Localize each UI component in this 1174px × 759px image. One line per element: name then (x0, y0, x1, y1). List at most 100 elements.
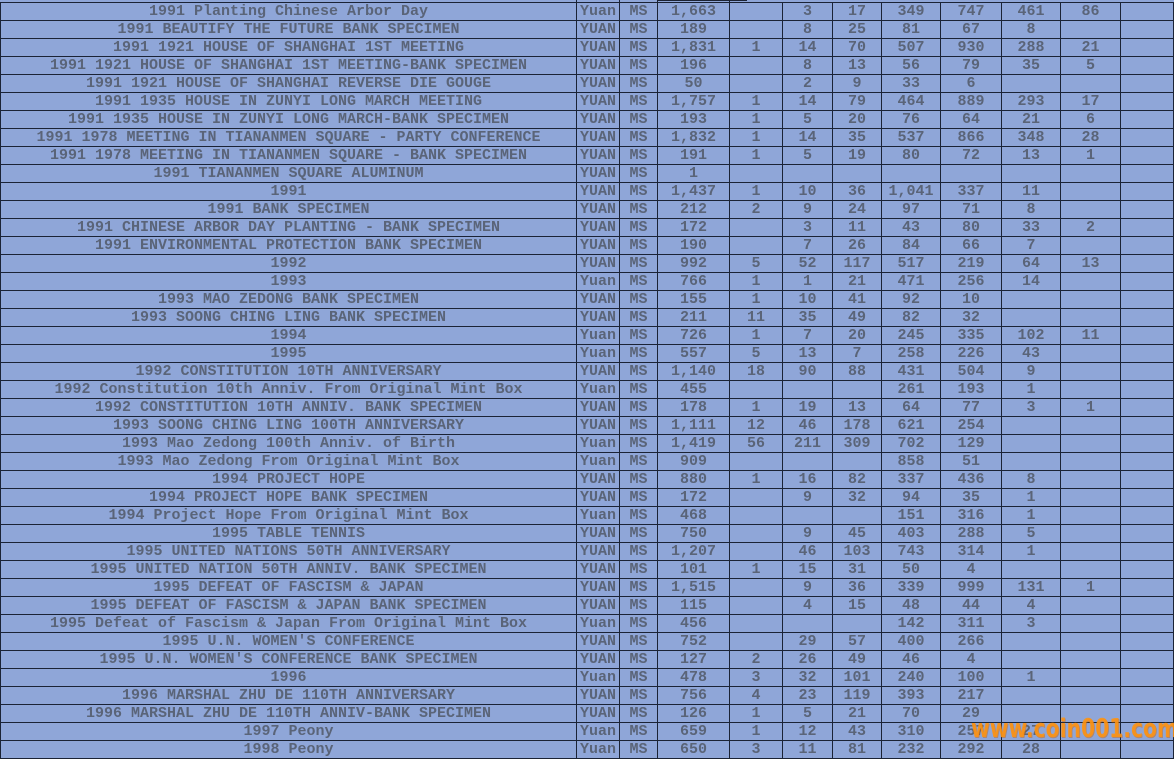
cell-currency[interactable]: Yuan (577, 345, 620, 363)
cell-currency[interactable]: Yuan (577, 723, 620, 741)
cell-grade-count-2[interactable]: 10 (783, 291, 833, 309)
cell-description[interactable]: 1993 SOONG CHING LING 100TH ANNIVERSARY (0, 417, 577, 435)
cell-grade-count-8[interactable] (1121, 579, 1174, 597)
cell-grade-count-6[interactable]: 21 (1002, 111, 1061, 129)
cell-grade[interactable]: MS (620, 255, 658, 273)
cell-description[interactable]: 1991 1921 HOUSE OF SHANGHAI 1ST MEETING (0, 39, 577, 57)
cell-currency[interactable]: YUAN (577, 147, 620, 165)
cell-grade-count-3[interactable] (833, 165, 882, 183)
cell-grade-count-2[interactable]: 8 (783, 21, 833, 39)
cell-grade-count-4[interactable]: 621 (882, 417, 941, 435)
cell-grade-count-6[interactable] (1002, 687, 1061, 705)
cell-grade-count-6[interactable]: 131 (1002, 579, 1061, 597)
cell-grade-count-2[interactable]: 9 (783, 525, 833, 543)
cell-grade-count-4[interactable]: 1,041 (882, 183, 941, 201)
cell-grade-count-3[interactable]: 17 (833, 3, 882, 21)
cell-grade[interactable]: MS (620, 435, 658, 453)
cell-currency[interactable]: Yuan (577, 273, 620, 291)
cell-grade-count-1[interactable]: 2 (730, 201, 783, 219)
cell-grade-count-3[interactable]: 82 (833, 471, 882, 489)
cell-grade-count-3[interactable]: 117 (833, 255, 882, 273)
cell-grade-count-5[interactable]: 44 (941, 597, 1002, 615)
cell-grade-count-6[interactable]: 33 (1002, 219, 1061, 237)
cell-grade-count-6[interactable] (1002, 705, 1061, 723)
cell-grade-count-5[interactable]: 311 (941, 615, 1002, 633)
cell-grade-count-2[interactable]: 46 (783, 543, 833, 561)
cell-grade-count-6[interactable]: 461 (1002, 3, 1061, 21)
cell-grade-count-1[interactable] (730, 507, 783, 525)
cell-total-graded[interactable]: 172 (658, 219, 730, 237)
cell-grade-count-1[interactable]: 56 (730, 435, 783, 453)
cell-currency[interactable]: YUAN (577, 93, 620, 111)
cell-grade-count-6[interactable]: 1 (1002, 381, 1061, 399)
cell-grade-count-2[interactable]: 14 (783, 39, 833, 57)
cell-currency[interactable]: YUAN (577, 579, 620, 597)
cell-grade[interactable]: MS (620, 399, 658, 417)
cell-grade-count-4[interactable]: 80 (882, 147, 941, 165)
cell-grade-count-7[interactable] (1061, 705, 1121, 723)
cell-grade-count-7[interactable] (1061, 21, 1121, 39)
cell-grade-count-1[interactable] (730, 597, 783, 615)
cell-currency[interactable]: YUAN (577, 255, 620, 273)
cell-grade-count-7[interactable] (1061, 507, 1121, 525)
cell-grade-count-5[interactable]: 51 (941, 453, 1002, 471)
cell-grade-count-3[interactable]: 119 (833, 687, 882, 705)
cell-grade-count-2[interactable]: 7 (783, 237, 833, 255)
cell-currency[interactable]: YUAN (577, 201, 620, 219)
cell-grade-count-7[interactable] (1061, 615, 1121, 633)
cell-grade-count-4[interactable]: 393 (882, 687, 941, 705)
cell-grade-count-6[interactable]: 102 (1002, 327, 1061, 345)
cell-grade-count-8[interactable] (1121, 363, 1174, 381)
cell-grade-count-2[interactable]: 8 (783, 57, 833, 75)
cell-grade-count-6[interactable]: 293 (1002, 93, 1061, 111)
cell-grade-count-8[interactable] (1121, 543, 1174, 561)
cell-grade-count-2[interactable]: 9 (783, 489, 833, 507)
cell-grade[interactable]: MS (620, 705, 658, 723)
cell-grade-count-8[interactable] (1121, 381, 1174, 399)
cell-grade-count-4[interactable]: 82 (882, 309, 941, 327)
cell-grade-count-1[interactable]: 4 (730, 687, 783, 705)
cell-grade-count-7[interactable] (1061, 237, 1121, 255)
cell-total-graded[interactable]: 1,663 (658, 3, 730, 21)
cell-grade-count-5[interactable]: 335 (941, 327, 1002, 345)
cell-grade[interactable]: MS (620, 93, 658, 111)
cell-grade-count-8[interactable] (1121, 21, 1174, 39)
cell-grade[interactable]: MS (620, 651, 658, 669)
cell-grade-count-1[interactable]: 5 (730, 255, 783, 273)
cell-grade[interactable]: MS (620, 561, 658, 579)
cell-description[interactable]: 1991 CHINESE ARBOR DAY PLANTING - BANK S… (0, 219, 577, 237)
cell-grade-count-5[interactable]: 889 (941, 93, 1002, 111)
cell-grade-count-7[interactable] (1061, 183, 1121, 201)
cell-grade-count-4[interactable]: 507 (882, 39, 941, 57)
cell-grade-count-8[interactable] (1121, 75, 1174, 93)
cell-grade-count-6[interactable]: 7 (1002, 237, 1061, 255)
cell-grade[interactable]: MS (620, 3, 658, 21)
cell-grade[interactable]: MS (620, 507, 658, 525)
cell-total-graded[interactable]: 557 (658, 345, 730, 363)
cell-grade-count-1[interactable]: 1 (730, 129, 783, 147)
cell-grade-count-3[interactable] (833, 507, 882, 525)
cell-grade-count-2[interactable] (783, 381, 833, 399)
cell-grade-count-3[interactable]: 49 (833, 651, 882, 669)
cell-grade-count-7[interactable] (1061, 471, 1121, 489)
cell-grade-count-2[interactable]: 9 (783, 201, 833, 219)
cell-grade-count-6[interactable]: 348 (1002, 129, 1061, 147)
cell-description[interactable]: 1993 MAO ZEDONG BANK SPECIMEN (0, 291, 577, 309)
cell-grade-count-5[interactable]: 504 (941, 363, 1002, 381)
cell-grade-count-5[interactable]: 217 (941, 687, 1002, 705)
cell-grade-count-6[interactable] (1002, 651, 1061, 669)
cell-grade[interactable]: MS (620, 345, 658, 363)
cell-grade-count-8[interactable] (1121, 651, 1174, 669)
cell-grade[interactable]: MS (620, 327, 658, 345)
cell-grade-count-2[interactable]: 46 (783, 417, 833, 435)
cell-grade-count-8[interactable] (1121, 561, 1174, 579)
cell-grade-count-7[interactable] (1061, 273, 1121, 291)
cell-total-graded[interactable]: 992 (658, 255, 730, 273)
cell-total-graded[interactable]: 50 (658, 75, 730, 93)
cell-grade-count-7[interactable]: 5 (1061, 57, 1121, 75)
cell-grade[interactable]: MS (620, 363, 658, 381)
cell-grade-count-3[interactable]: 35 (833, 129, 882, 147)
cell-grade-count-6[interactable]: 1 (1002, 543, 1061, 561)
cell-grade-count-4[interactable]: 48 (882, 597, 941, 615)
cell-grade-count-4[interactable]: 339 (882, 579, 941, 597)
